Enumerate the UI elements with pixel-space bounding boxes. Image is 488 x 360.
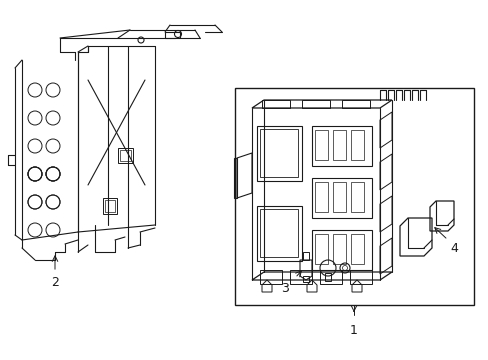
Bar xyxy=(332,234,346,264)
Bar xyxy=(332,182,346,212)
Bar xyxy=(350,182,363,212)
Bar xyxy=(314,234,327,264)
Bar xyxy=(311,178,371,218)
Bar xyxy=(302,100,329,108)
Text: 3: 3 xyxy=(281,282,288,294)
Bar xyxy=(260,129,297,177)
Bar xyxy=(260,209,297,257)
Bar xyxy=(118,148,133,163)
Bar xyxy=(257,126,302,181)
Bar xyxy=(120,150,131,161)
Text: 2: 2 xyxy=(51,275,59,288)
Bar xyxy=(350,234,363,264)
Text: 1: 1 xyxy=(349,324,357,337)
Bar xyxy=(311,126,371,166)
Bar xyxy=(235,88,473,305)
Bar xyxy=(303,276,308,282)
Bar xyxy=(303,252,308,260)
Bar xyxy=(103,198,117,214)
Bar xyxy=(314,130,327,160)
Bar xyxy=(289,270,311,284)
Bar xyxy=(325,273,330,281)
Bar xyxy=(105,200,115,212)
Bar xyxy=(260,270,282,284)
Bar xyxy=(262,100,289,108)
Bar xyxy=(350,130,363,160)
Bar xyxy=(314,182,327,212)
Bar xyxy=(332,130,346,160)
Bar xyxy=(349,270,371,284)
Text: 4: 4 xyxy=(449,242,457,255)
Bar xyxy=(341,100,369,108)
Bar xyxy=(319,270,341,284)
Bar xyxy=(311,230,371,270)
Bar xyxy=(257,206,302,261)
